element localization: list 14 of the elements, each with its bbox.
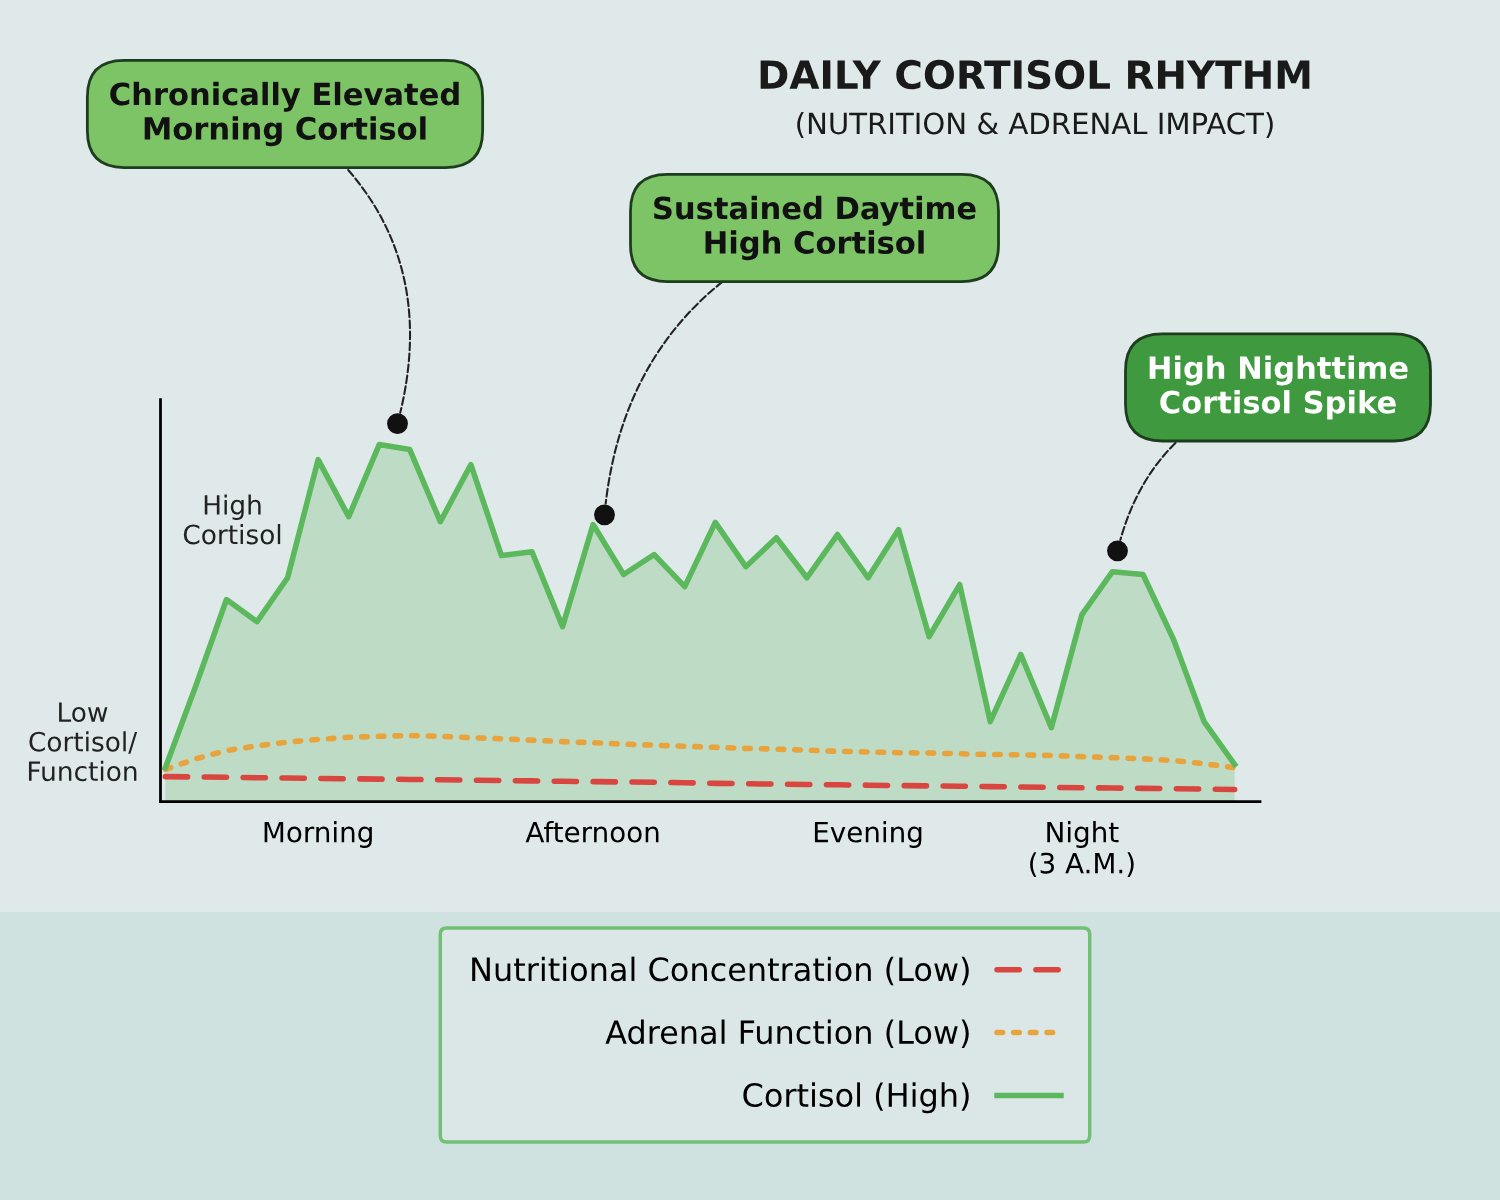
- x-tick-label: Evening: [814, 821, 922, 848]
- legend-label: Nutritional Concentration (Low): [472, 956, 969, 986]
- legend-label: Adrenal Function (Low): [605, 1019, 969, 1048]
- x-tick-label: Morning: [264, 821, 372, 848]
- x-tick-label: Afternoon: [525, 821, 659, 843]
- text: Sustained Daytime High Cortisol: [654, 195, 976, 261]
- annotation: High Cortisol: [183, 494, 281, 545]
- chart-subtitle: (NUTRITION & ADRENAL IMPACT): [797, 111, 1273, 138]
- chart-title: DAILY CORTISOL RHYTHM: [760, 59, 1310, 90]
- legend-label: Cortisol (High): [743, 1082, 969, 1114]
- text: Chronically Elevated Morning Cortisol: [110, 81, 459, 147]
- text: Low Cortisol/ Function: [28, 702, 138, 782]
- text: High Nighttime Cortisol Spike: [1149, 355, 1408, 420]
- x-tick-label: Night (3 A.M.): [1030, 821, 1134, 877]
